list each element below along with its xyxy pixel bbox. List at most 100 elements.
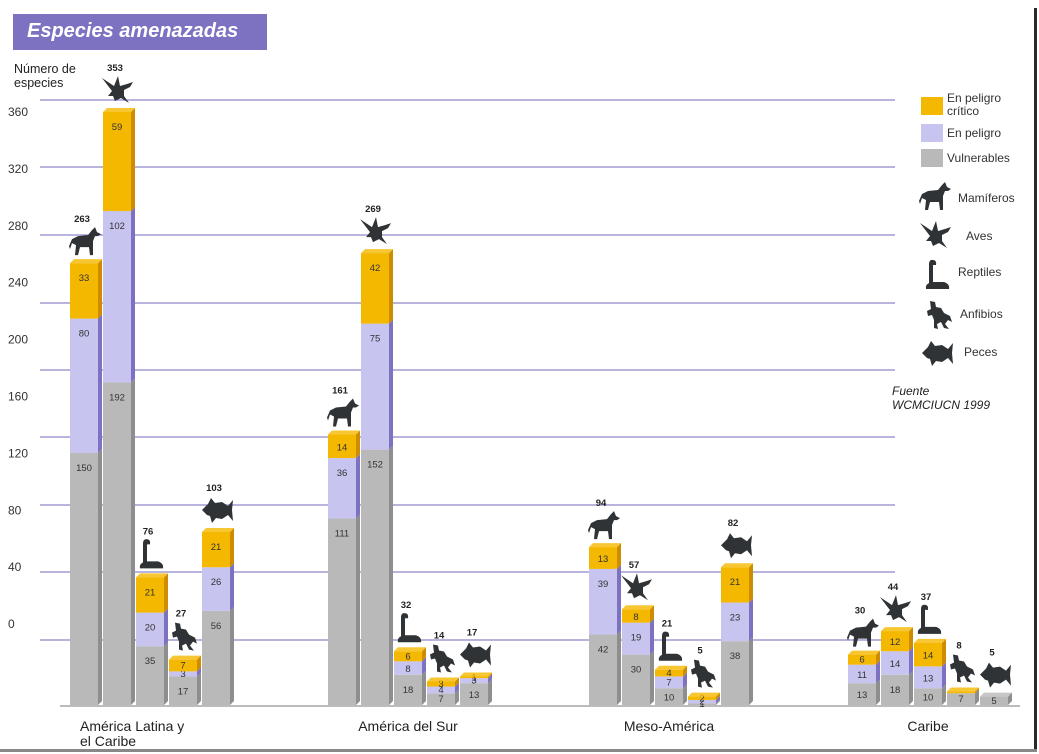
bar-critico-2-2 xyxy=(655,669,683,677)
bar-top-1-3 xyxy=(427,677,459,682)
total-label-3-0: 30 xyxy=(855,606,866,617)
total-label-1-3: 14 xyxy=(434,630,445,641)
bar-side-vulnerables-2-0 xyxy=(617,630,621,705)
data-label-vulnerables-1-2: 18 xyxy=(403,685,414,696)
data-label-vulnerables-0-0: 150 xyxy=(76,463,92,474)
data-label-peligro-2-1: 19 xyxy=(631,633,642,644)
source-note: Fuente WCMCIUCN 1999 xyxy=(892,384,990,412)
legend-swatch-peligro xyxy=(921,124,943,142)
fish-icon-use xyxy=(721,533,752,558)
mammal-icon-1-0 xyxy=(327,399,359,427)
data-label-critico-0-0: 33 xyxy=(79,273,90,284)
bar-vulnerables-3-3 xyxy=(947,693,975,705)
mammal-icon-use xyxy=(69,227,101,255)
bar-peligro-0-4 xyxy=(202,567,230,611)
data-label-critico-2-1: 8 xyxy=(633,612,638,623)
data-label-critico-0-1: 59 xyxy=(112,122,123,133)
group-label-line2-0: el Caribe xyxy=(80,733,136,749)
bar-vulnerables-2-4 xyxy=(721,641,749,705)
bar-top-2-2 xyxy=(655,665,687,670)
data-label-vulnerables-2-4: 38 xyxy=(730,651,741,662)
bar-critico-3-3 xyxy=(947,691,975,694)
bar-critico-1-4 xyxy=(460,676,488,679)
bar-side-vulnerables-0-2 xyxy=(164,642,168,705)
bar-side-critico-1-2 xyxy=(422,647,426,662)
reptile-icon-0-2 xyxy=(140,539,163,568)
bar-side-vulnerables-3-1 xyxy=(909,670,913,705)
data-label-vulnerables-0-2: 35 xyxy=(145,656,156,667)
bar-side-peligro-1-3 xyxy=(455,682,459,694)
data-label-vulnerables-0-3: 17 xyxy=(178,686,189,697)
bar-side-peligro-3-1 xyxy=(909,647,913,675)
bar-vulnerables-2-3 xyxy=(688,703,716,705)
fish-icon-0-4 xyxy=(202,498,233,523)
bar-side-vulnerables-0-3 xyxy=(197,672,201,705)
legend-swatch-critico xyxy=(921,97,943,115)
data-label-vulnerables-1-3: 7 xyxy=(438,694,443,705)
bar-peligro-2-2 xyxy=(655,676,683,689)
y-tick-label-1: 320 xyxy=(8,162,28,176)
bar-side-vulnerables-3-2 xyxy=(942,684,946,705)
total-label-0-4: 103 xyxy=(206,483,222,494)
bar-peligro-2-1 xyxy=(622,622,650,655)
data-label-peligro-1-2: 8 xyxy=(405,664,410,675)
data-label-critico-2-4: 21 xyxy=(730,577,741,588)
total-label-3-2: 37 xyxy=(921,592,932,603)
bar-peligro-1-3 xyxy=(427,686,455,694)
bar-top-2-1 xyxy=(622,605,654,610)
chart-title: Especies amenazadas xyxy=(13,14,267,50)
mammal-icon-use xyxy=(847,619,879,647)
bar-side-peligro-2-1 xyxy=(650,618,654,655)
bar-side-critico-2-3 xyxy=(716,692,720,700)
bar-side-peligro-3-2 xyxy=(942,662,946,689)
amphibian-icon-use xyxy=(950,655,975,683)
y-tick-label-4: 200 xyxy=(8,333,28,347)
bar-critico-0-4 xyxy=(202,531,230,568)
mammal-icon-0-0 xyxy=(69,227,101,255)
data-label-peligro-3-0: 11 xyxy=(857,670,867,681)
bar-side-vulnerables-3-3 xyxy=(975,689,979,705)
bar-critico-0-1 xyxy=(103,111,131,212)
total-label-1-4: 17 xyxy=(467,627,478,638)
data-label-vulnerables-3-3: 7 xyxy=(958,694,963,705)
frame-border-bottom xyxy=(0,749,1037,752)
reptile-icon-1-2 xyxy=(398,613,421,642)
bar-side-critico-1-3 xyxy=(455,677,459,687)
bar-side-critico-2-2 xyxy=(683,665,687,677)
data-label-vulnerables-2-1: 30 xyxy=(631,665,642,676)
amphibian-icon-2-3 xyxy=(691,660,716,688)
bar-top-1-0 xyxy=(328,430,360,435)
bird-icon-0-1 xyxy=(102,76,133,103)
bar-vulnerables-0-1 xyxy=(103,382,131,705)
legend-mammal-icon xyxy=(918,180,952,212)
bar-side-peligro-0-2 xyxy=(164,608,168,647)
data-label-vulnerables-1-1: 152 xyxy=(367,460,383,471)
bar-side-critico-0-3 xyxy=(197,655,201,672)
bar-peligro-1-1 xyxy=(361,323,389,450)
bar-side-peligro-0-4 xyxy=(230,563,234,611)
bar-vulnerables-1-2 xyxy=(394,674,422,705)
group-label-1: América del Sur xyxy=(358,718,458,734)
legend-label-peces: Peces xyxy=(964,345,998,359)
bar-vulnerables-2-1 xyxy=(622,654,650,705)
data-label-critico-1-1: 42 xyxy=(370,263,381,274)
legend-label-peligro: En peligro xyxy=(947,126,1002,140)
total-label-0-0: 263 xyxy=(74,214,90,225)
bar-top-1-1 xyxy=(361,249,393,254)
bar-top-1-2 xyxy=(394,647,426,652)
fish-icon-use xyxy=(460,642,491,667)
data-label-peligro-2-4: 23 xyxy=(730,613,741,624)
bar-side-critico-0-1 xyxy=(131,107,135,212)
data-label-peligro-2-0: 39 xyxy=(598,579,609,590)
bar-top-1-4 xyxy=(460,672,492,677)
bar-top-0-0 xyxy=(70,259,102,264)
bar-peligro-0-0 xyxy=(70,318,98,453)
data-label-critico-3-2: 14 xyxy=(923,651,934,662)
bar-side-peligro-1-1 xyxy=(389,319,393,450)
bar-side-vulnerables-2-1 xyxy=(650,650,654,705)
bar-side-vulnerables-2-2 xyxy=(683,684,687,705)
bar-critico-1-1 xyxy=(361,253,389,324)
data-label-critico-1-3: 3 xyxy=(438,679,443,690)
bar-top-0-1 xyxy=(103,107,135,112)
